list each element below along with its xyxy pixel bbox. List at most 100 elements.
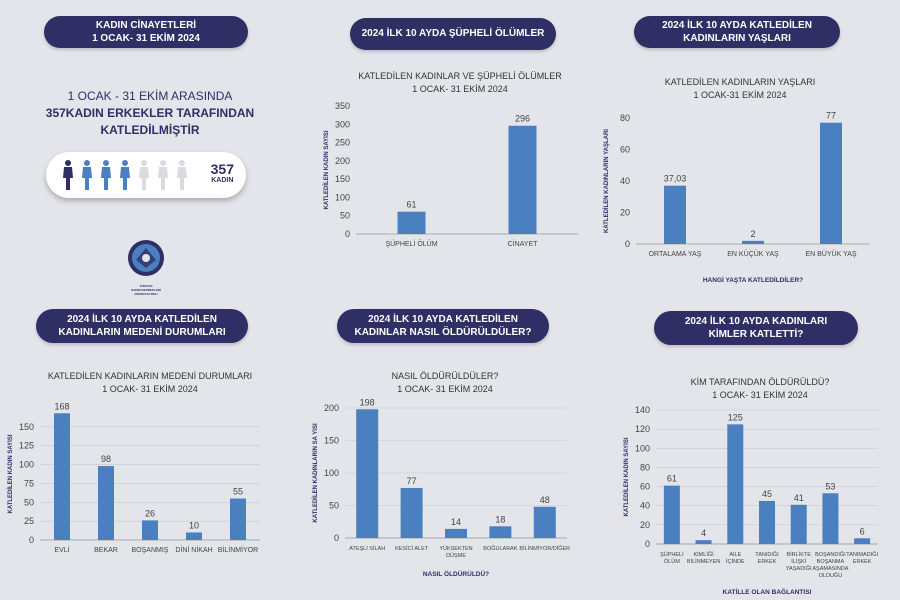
chart-suspicious-deaths: 0 50 100 150 200 250 300 350 KATLEDİLEN KADIN SA…	[323, 101, 578, 248]
y-tick-label: 0	[334, 533, 339, 543]
y-tick-label: 150	[19, 422, 34, 432]
woman-figure-icon	[139, 160, 149, 190]
y-tick-label: 140	[635, 405, 650, 415]
logo-text-line1: TÜRKİYE	[139, 284, 153, 288]
logo-text-line3: FEDERASYONU	[134, 292, 158, 297]
y-tick-label: 80	[640, 462, 650, 472]
woman-figure-head	[141, 160, 147, 166]
bar	[664, 185, 686, 244]
bar	[397, 211, 426, 234]
x-tick-label: KESİCİ ALET	[395, 545, 429, 552]
x-axis-title: NASIL ÖLDÜRÜLDÜ?	[423, 569, 489, 578]
intro-line1: 1 OCAK - 31 EKİM ARASINDA	[67, 89, 233, 103]
y-axis-title: KATLEDİLEN KADIN SAYISI	[623, 437, 630, 516]
data-label: 125	[728, 412, 743, 422]
chart5-title-text: KİM TARAFINDAN ÖLDÜRÜLDÜ?	[690, 377, 830, 387]
y-tick-label: 150	[324, 436, 339, 446]
woman-figure-icon	[158, 160, 168, 190]
x-tick-label: ŞÜPHELİ ÖLÜM	[385, 239, 437, 248]
chart4-title-text: NASIL ÖLDÜRÜLDÜLER?	[391, 371, 499, 381]
chart3-title-text: KATLEDİLEN KADINLARIN MEDENİ DURUMLARI	[47, 371, 253, 381]
logo-text-line2: KADIN DERNEKLERİ	[131, 288, 161, 293]
y-tick-label: 100	[335, 192, 350, 202]
bar	[445, 528, 467, 538]
data-label: 77	[407, 476, 417, 486]
y-axis-title: KATLEDİLEN KADINLARIN SA YISI	[312, 423, 319, 523]
y-tick-label: 20	[640, 520, 650, 530]
section1-line1: 2024 İLK 10 AYDA ŞÜPHELİ ÖLÜMLER	[361, 28, 545, 40]
x-tick-label: TANIMADIĞI	[846, 551, 878, 558]
x-tick-label: EN BÜYÜK YAŞ	[805, 250, 856, 258]
y-tick-label: 60	[620, 145, 630, 155]
x-tick-label: BOŞANMIŞ	[132, 547, 169, 554]
x-tick-label: BOŞANMA	[817, 559, 845, 565]
section5-line1: 2024 İLK 10 AYDA KADINLARI	[684, 315, 828, 327]
y-tick-label: 0	[625, 239, 630, 249]
x-tick-label: KİMLİĞİ	[693, 551, 714, 558]
y-tick-label: 120	[635, 424, 650, 434]
chart4-title: NASIL ÖLDÜRÜLDÜLER? 1 OCAK- 31 EKİM 2024	[345, 370, 545, 396]
woman-figure-body	[82, 167, 92, 190]
woman-figure-head	[179, 160, 185, 166]
victim-count-number: 357	[210, 161, 234, 177]
victim-count-unit: KADIN	[211, 177, 234, 185]
woman-figure-icon	[82, 160, 92, 190]
intro-text: 1 OCAK - 31 EKİM ARASINDA 357KADIN ERKEK…	[40, 88, 260, 138]
woman-figure-body	[139, 167, 149, 190]
bar	[663, 485, 680, 544]
y-axis-title: KATLEDİLEN KADIN SAYISI	[323, 130, 330, 209]
x-tick-label: İLİŞKİ	[791, 558, 806, 565]
y-tick-label: 100	[635, 443, 650, 453]
data-label: 37,03	[664, 174, 687, 184]
data-label: 10	[189, 520, 199, 530]
section-pill-marital: 2024 İLK 10 AYDA KATLEDİLEN KADINLARIN M…	[36, 309, 248, 343]
chart-method: 0 50 100 150 200 KATLEDİLEN KADINLARIN SA YIS…	[312, 398, 570, 578]
x-tick-label: AİLE	[729, 551, 741, 558]
chart-marital-status: 0 25 50 75 100 125 150 KATLEDİLEN KADIN SAYISI 1…	[7, 401, 260, 554]
woman-figure-body	[158, 167, 168, 190]
section-pill-suspicious-deaths: 2024 İLK 10 AYDA ŞÜPHELİ ÖLÜMLER	[350, 18, 556, 50]
federation-logo	[128, 240, 164, 276]
x-tick-label: ERKEK	[758, 559, 777, 565]
data-label: 198	[360, 398, 375, 407]
data-label: 14	[451, 517, 461, 527]
y-tick-label: 0	[345, 229, 350, 239]
bar	[727, 424, 744, 544]
x-tick-label: BİRLİKTE	[786, 551, 811, 558]
y-tick-label: 100	[19, 460, 34, 470]
y-tick-label: 60	[640, 482, 650, 492]
x-tick-label: TANIDIĞI	[755, 551, 779, 558]
data-label: 2	[750, 229, 755, 239]
y-tick-label: 0	[645, 539, 650, 549]
y-tick-label: 40	[640, 501, 650, 511]
woman-figure-head	[84, 160, 90, 166]
woman-figure-icon	[120, 160, 130, 190]
x-tick-label: ATEŞLİ SİLAH	[349, 545, 385, 552]
chart3-title: KATLEDİLEN KADINLARIN MEDENİ DURUMLARI 1…	[30, 370, 270, 396]
bar	[790, 504, 807, 544]
section4-line1: 2024 İLK 10 AYDA KATLEDİLEN	[368, 313, 518, 325]
x-tick-label: BİLİNMİYOR/DİĞER	[519, 545, 570, 552]
y-tick-label: 0	[29, 535, 34, 545]
bar	[854, 538, 871, 544]
federation-logo-text: TÜRKİYE KADIN DERNEKLERİ FEDERASYONU	[120, 284, 172, 297]
section-pill-ages: 2024 İLK 10 AYDA KATLEDİLEN KADINLARIN Y…	[634, 16, 840, 48]
section-pill-method: 2024 İLK 10 AYDA KATLEDİLEN KADINLAR NAS…	[337, 309, 549, 343]
woman-figure-icon	[101, 160, 111, 190]
data-label: 98	[101, 454, 111, 464]
bar	[759, 500, 775, 544]
data-label: 18	[495, 514, 505, 524]
woman-figures-icon	[63, 160, 187, 190]
chart-ages: 0 20 40 60 80 KATLEDİLEN KADINLARIN YAŞLARI 37…	[603, 111, 870, 284]
x-tick-label: EN KÜÇÜK YAŞ	[727, 250, 779, 258]
x-axis-title: HANGİ YAŞTA KATLEDİLDİLER?	[703, 276, 803, 284]
intro-line2: 357KADIN ERKEKLER TARAFINDAN	[45, 105, 255, 120]
bar	[54, 413, 70, 540]
data-label: 53	[825, 481, 835, 491]
woman-figure-body	[63, 167, 73, 190]
section3-line2: KADINLARIN MEDENİ DURUMLARI	[58, 327, 226, 338]
section5-line2: KİMLER KATLETTİ?	[708, 329, 804, 340]
y-tick-label: 150	[335, 174, 350, 184]
x-tick-label: YAŞADIĞI	[786, 565, 812, 572]
victim-count: 357 KADIN	[210, 161, 234, 185]
